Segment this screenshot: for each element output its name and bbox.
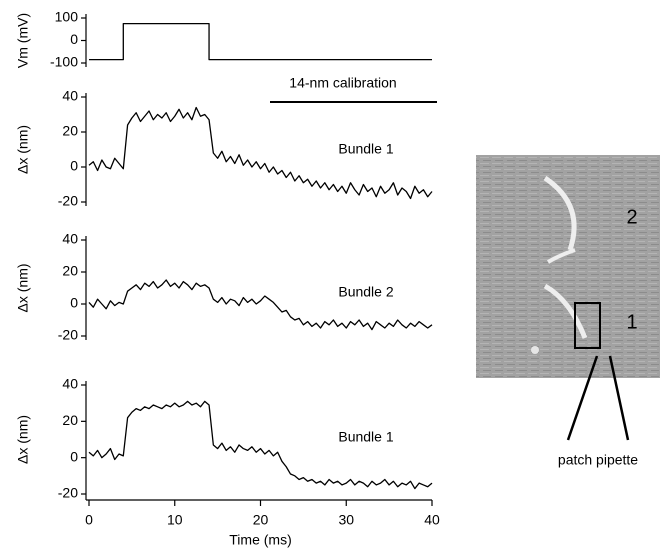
- y-tick-label: 40: [62, 88, 78, 104]
- bundle-label: 2: [626, 206, 637, 228]
- y-axis-label: Δx (nm): [15, 415, 31, 464]
- x-axis-label: Time (ms): [229, 532, 291, 548]
- bundle-shape: [546, 248, 576, 264]
- y-tick-label: 20: [62, 412, 78, 428]
- trace-label: Bundle 2: [338, 284, 393, 300]
- y-tick-label: -100: [50, 54, 78, 70]
- trace: [88, 279, 433, 331]
- image-background: [476, 155, 660, 378]
- y-tick-label: -20: [58, 193, 78, 209]
- x-tick-label: 10: [167, 512, 183, 528]
- y-tick-label: 20: [62, 123, 78, 139]
- y-tick-label: 40: [62, 376, 78, 392]
- pipette-label: patch pipette: [558, 452, 638, 468]
- bundle-shape: [543, 175, 577, 251]
- y-tick-label: -20: [58, 327, 78, 343]
- x-tick-label: 40: [424, 512, 440, 528]
- y-axis-label: Vm (mV): [15, 13, 31, 68]
- trace: [88, 106, 433, 200]
- annotation: 14-nm calibration: [289, 75, 396, 91]
- trace: [88, 400, 433, 490]
- x-tick-label: 30: [338, 512, 354, 528]
- y-tick-label: 40: [62, 231, 78, 247]
- bundle-label: 1: [626, 311, 637, 333]
- trace-label: Bundle 1: [338, 429, 393, 445]
- y-axis-label: Δx (nm): [15, 263, 31, 312]
- y-tick-label: 20: [62, 263, 78, 279]
- y-tick-label: 0: [70, 448, 78, 464]
- pipette-line: [608, 355, 630, 441]
- x-tick-label: 20: [253, 512, 269, 528]
- y-axis-label: Δx (nm): [15, 125, 31, 174]
- micrograph: 2 1: [476, 155, 660, 378]
- y-tick-label: 0: [70, 295, 78, 311]
- y-tick-label: 0: [70, 31, 78, 47]
- pipette-line: [566, 355, 599, 441]
- y-tick-label: 0: [70, 158, 78, 174]
- trace-label: Bundle 1: [338, 141, 393, 157]
- probe-box: [574, 302, 601, 349]
- bundle-shape: [543, 283, 588, 339]
- x-tick-label: 0: [85, 512, 93, 528]
- trace: [89, 22, 432, 61]
- spot: [531, 346, 539, 354]
- y-tick-label: 100: [55, 9, 79, 25]
- y-tick-label: -20: [58, 485, 78, 501]
